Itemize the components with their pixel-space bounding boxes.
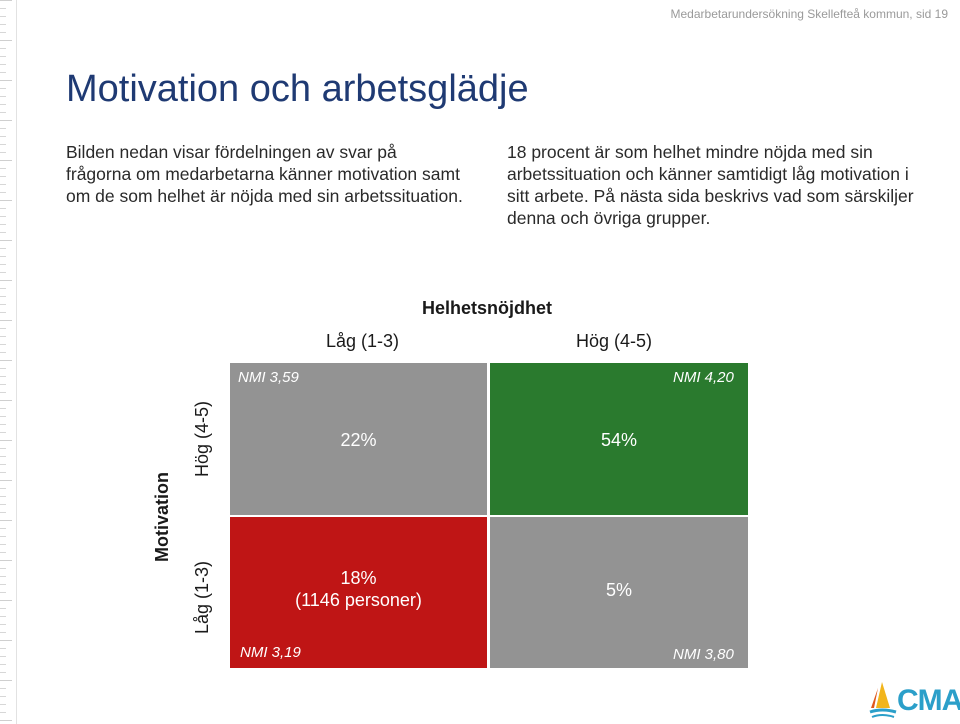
quadrant-top-right	[490, 363, 748, 515]
nmi-bottom-right: NMI 3,80	[673, 646, 734, 663]
y-axis-title: Motivation	[152, 472, 172, 562]
x-axis-high-label: Hög (4-5)	[576, 331, 653, 351]
sailboat-logo-icon	[869, 682, 897, 718]
pct-bottom-right: 5%	[605, 580, 632, 600]
pct-bottom-left-count: (1146 personer)	[295, 590, 422, 610]
intro-paragraph-left: Bilden nedan visar fördelningen av svar …	[66, 142, 463, 206]
nmi-bottom-left: NMI 3,19	[240, 644, 301, 661]
quadrant-bottom-left	[230, 517, 487, 668]
nmi-top-left: NMI 3,59	[238, 369, 299, 386]
quadrant-top-left	[230, 363, 487, 515]
nmi-top-right: NMI 4,20	[673, 369, 734, 386]
x-axis-title: Helhetsnöjdhet	[422, 298, 553, 318]
quadrant-bottom-right	[490, 517, 748, 668]
side-ruler	[0, 0, 17, 724]
pct-bottom-left: 18% (1146 personer)	[230, 567, 487, 611]
pct-top-right: 54%	[600, 430, 638, 450]
header-note: Medarbetarundersökning Skellefteå kommun…	[670, 7, 949, 21]
pct-bottom-left-value: 18%	[340, 568, 377, 588]
y-axis-low-label: Låg (1-3)	[192, 560, 212, 634]
pct-top-left: 22%	[340, 430, 377, 450]
intro-paragraph-right: 18 procent är som helhet mindre nöjda me…	[507, 142, 914, 228]
logo-text: CMA	[897, 684, 960, 717]
x-axis-low-label: Låg (1-3)	[326, 331, 400, 351]
page-title: Motivation och arbetsglädje	[66, 68, 529, 110]
y-axis-high-label: Hög (4-5)	[192, 400, 212, 477]
